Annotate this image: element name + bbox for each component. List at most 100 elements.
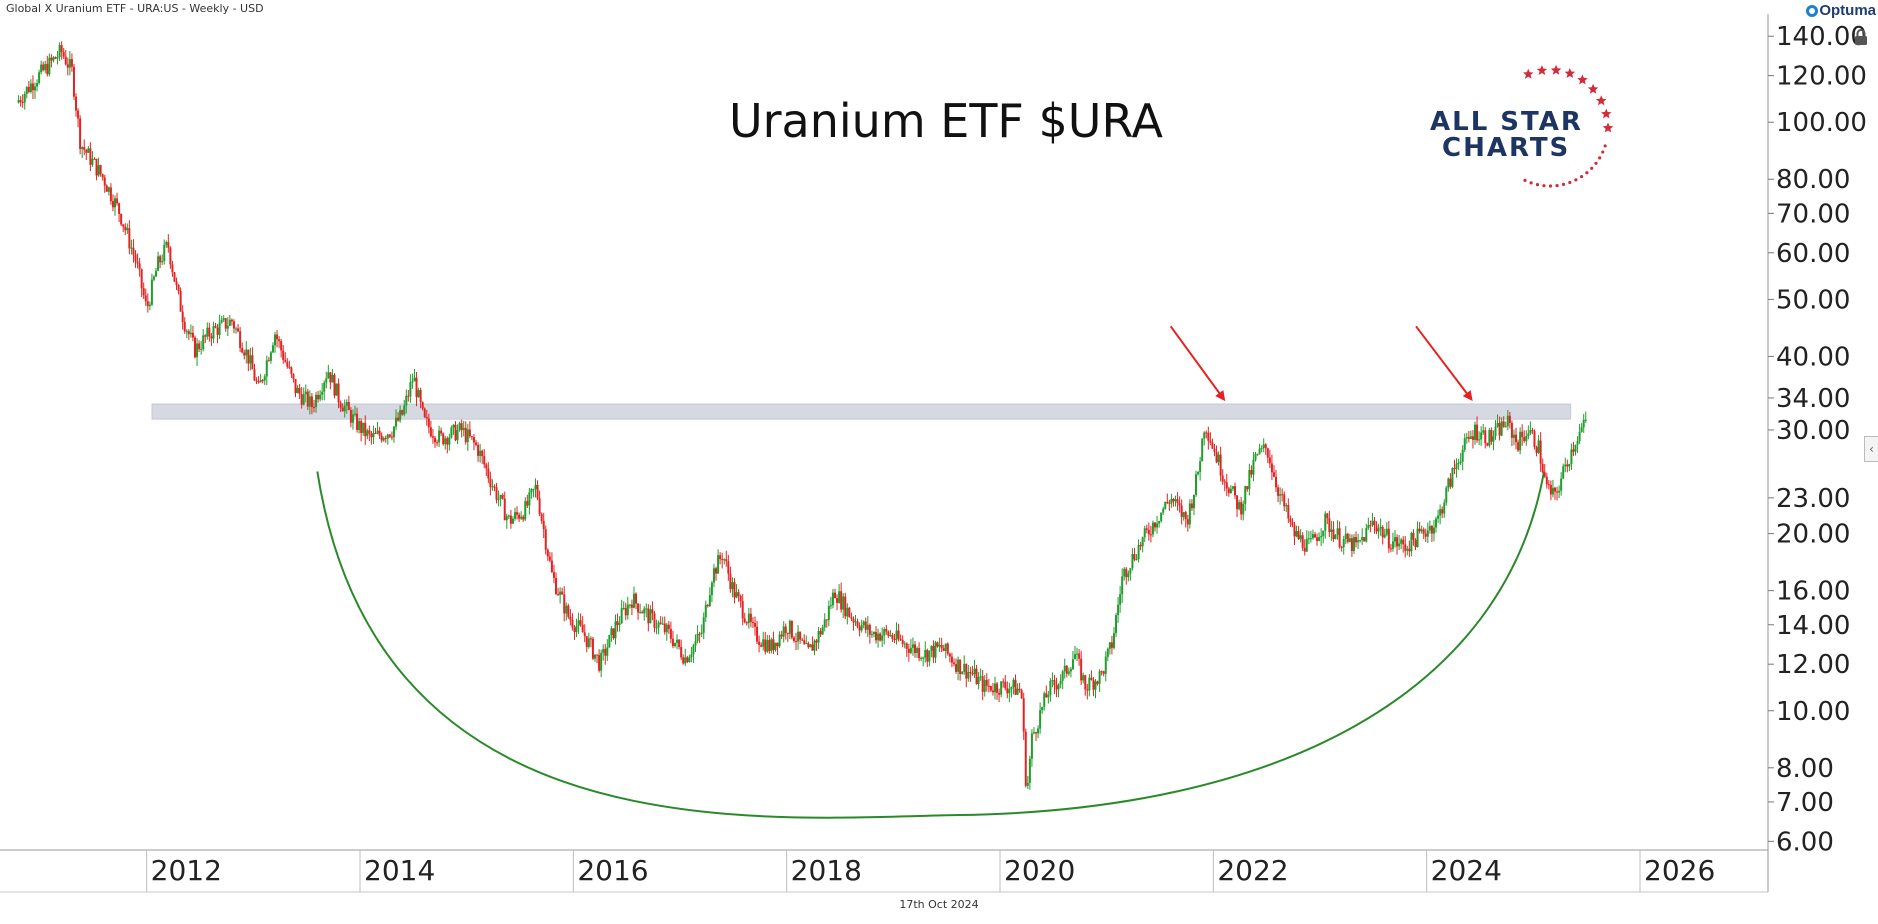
candle-up [1463, 438, 1466, 450]
candle-up [1197, 471, 1200, 475]
candle-down [312, 407, 315, 409]
candle-down [120, 213, 123, 225]
candle-up [1199, 461, 1202, 472]
candle-down [1486, 443, 1489, 446]
candle-down [1523, 437, 1526, 442]
candle-up [1420, 529, 1423, 532]
candle-down [1147, 529, 1150, 535]
candle-down [1476, 424, 1479, 441]
candle-up [376, 430, 379, 434]
candle-down [891, 635, 894, 639]
candle-down [477, 444, 480, 456]
candle-up [345, 402, 348, 406]
collapse-panel-handle[interactable]: ‹ [1864, 436, 1878, 462]
candle-up [1365, 528, 1368, 542]
candle-down [671, 638, 674, 647]
candle-down [875, 632, 878, 641]
candle-down [907, 648, 910, 653]
candle-up [1248, 470, 1251, 490]
logo-star-icon [1536, 65, 1548, 75]
candle-up [1318, 537, 1321, 542]
candle-down [1449, 478, 1452, 487]
candle-down [1355, 537, 1358, 543]
candle-down [72, 66, 75, 97]
brand-name: Optuma [1819, 2, 1876, 19]
candle-down [1205, 432, 1208, 434]
candle-up [1030, 733, 1033, 759]
candle-down [571, 619, 574, 628]
candle-up [23, 93, 26, 103]
candle-down [1275, 476, 1278, 488]
candle-down [1346, 533, 1349, 542]
candle-up [520, 516, 523, 519]
candle-down [1272, 472, 1275, 477]
candle-up [1170, 498, 1173, 504]
candle-up [688, 657, 691, 663]
candle-down [1264, 444, 1267, 449]
candle-down [187, 331, 190, 335]
candle-up [696, 633, 699, 642]
candle-down [698, 633, 701, 635]
candle-down [247, 349, 250, 364]
candle-down [1024, 731, 1027, 786]
candle-down [721, 559, 724, 561]
candle-up [1504, 426, 1507, 428]
candle-down [79, 118, 82, 150]
candle-down [772, 639, 775, 650]
candle-up [1309, 538, 1312, 540]
candle-down [729, 573, 732, 590]
candle-down [1289, 518, 1292, 522]
candle-down [425, 417, 428, 419]
candle-up [382, 437, 385, 441]
candle-up [1051, 680, 1054, 682]
optuma-brand: Optuma [1806, 2, 1876, 19]
candle-up [1439, 509, 1442, 516]
x-tick-label: 2016 [577, 854, 648, 887]
candle-up [924, 649, 927, 658]
candle-up [1320, 536, 1323, 538]
candle-down [239, 331, 242, 348]
candle-down [177, 285, 180, 291]
candle-down [495, 487, 498, 500]
candle-down [989, 685, 992, 691]
candle-down [686, 657, 689, 663]
candle-up [827, 605, 830, 621]
candle-down [333, 374, 336, 396]
candle-up [25, 86, 28, 94]
lock-icon[interactable] [1854, 28, 1868, 46]
candle-down [682, 657, 685, 664]
candle-down [563, 594, 566, 614]
candle-up [161, 260, 164, 263]
candle-up [405, 395, 408, 406]
candle-up [1117, 604, 1120, 616]
candle-down [370, 433, 373, 438]
candle-up [319, 394, 322, 400]
candle-down [1547, 484, 1550, 486]
candle-up [343, 405, 346, 412]
y-tick-label: 50.00 [1776, 285, 1850, 315]
candle-up [620, 608, 623, 624]
candle-up [163, 244, 166, 261]
candle-down [1133, 554, 1136, 560]
candle-down [380, 435, 383, 441]
candle-up [245, 349, 248, 356]
y-tick-label: 10.00 [1776, 697, 1850, 727]
candle-down [1484, 430, 1487, 444]
candle-down [760, 644, 763, 647]
candle-up [788, 620, 791, 634]
candle-up [392, 426, 395, 438]
candle-down [167, 242, 170, 248]
candle-down [1418, 528, 1421, 532]
candle-up [1578, 431, 1581, 442]
candle-down [159, 256, 162, 263]
candle-up [479, 450, 482, 456]
candle-up [565, 605, 568, 614]
candle-down [538, 498, 541, 515]
candle-up [530, 489, 533, 493]
candle-up [458, 423, 461, 431]
candle-down [60, 45, 63, 52]
y-tick-label: 12.00 [1776, 650, 1850, 680]
candle-up [444, 438, 447, 445]
candle-down [390, 436, 393, 438]
